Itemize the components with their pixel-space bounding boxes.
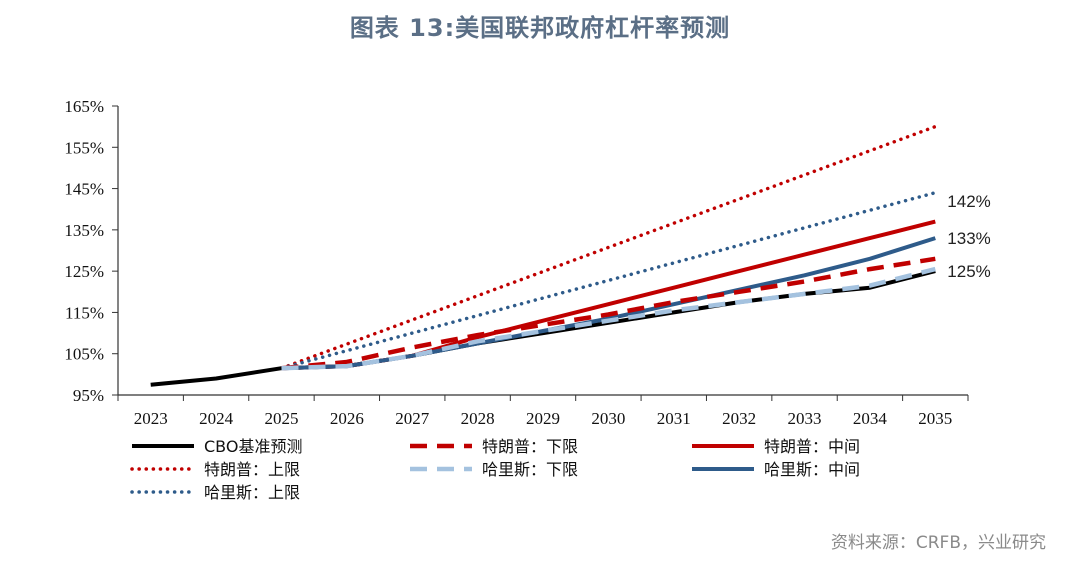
y-tick-label: 135%	[64, 221, 104, 240]
x-tick-label: 2028	[461, 409, 495, 428]
x-tick-label: 2026	[330, 409, 364, 428]
x-tick-label: 2023	[134, 409, 168, 428]
x-tick-label: 2030	[591, 409, 625, 428]
x-tick-label: 2029	[526, 409, 560, 428]
legend-label: 特朗普：上限	[204, 460, 300, 479]
data-label: 142%	[947, 192, 990, 211]
x-tick-label: 2032	[722, 409, 756, 428]
series-line-5	[281, 266, 936, 371]
x-tick-label: 2025	[264, 409, 298, 428]
series-line-1	[150, 269, 936, 387]
x-tick-label: 2033	[788, 409, 822, 428]
series-line-7	[279, 190, 938, 370]
legend-label: 哈里斯：中间	[764, 460, 860, 479]
data-label: 133%	[947, 229, 990, 248]
chart-title: 图表 13:美国联邦政府杠杆率预测	[349, 14, 731, 42]
x-tick-label: 2024	[199, 409, 234, 428]
x-tick-label: 2034	[853, 409, 888, 428]
y-tick-label: 165%	[64, 97, 104, 116]
y-tick-label: 95%	[73, 386, 104, 405]
legend-label: 特朗普：中间	[764, 437, 860, 456]
legend-label: 哈里斯：上限	[204, 483, 300, 502]
y-tick-label: 145%	[64, 180, 104, 199]
x-tick-label: 2031	[657, 409, 691, 428]
x-tick-label: 2027	[395, 409, 430, 428]
legend-label: 特朗普：下限	[482, 437, 578, 456]
y-tick-label: 125%	[64, 262, 104, 281]
series-line-3	[281, 219, 936, 371]
y-tick-label: 105%	[64, 345, 104, 364]
series-line-2	[281, 256, 936, 371]
y-tick-label: 155%	[64, 138, 104, 157]
legend-label: CBO基准预测	[204, 437, 302, 456]
legend-label: 哈里斯：下限	[482, 460, 578, 479]
source-note: 资料来源：CRFB，兴业研究	[830, 533, 1046, 553]
x-tick-label: 2035	[918, 409, 952, 428]
chart-series	[150, 124, 938, 387]
data-label: 125%	[947, 262, 990, 281]
chart-axes: 95% 105% 115% 125% 135% 145% 155% 165% 2023 2024 2…	[64, 97, 969, 428]
series-line-4	[279, 124, 938, 370]
y-tick-label: 115%	[65, 303, 104, 322]
chart-end-labels: 142% 133% 125%	[947, 192, 990, 281]
